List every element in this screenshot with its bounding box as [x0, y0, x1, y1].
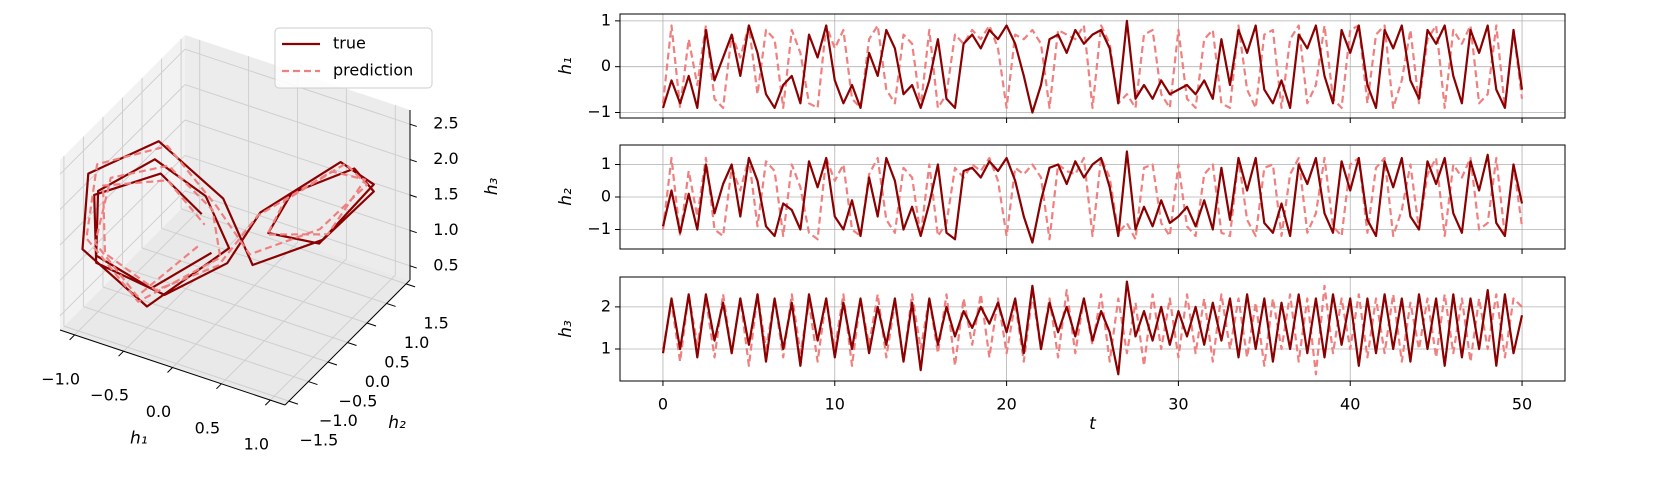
series-line [661, 280, 1524, 376]
y-axis-label: h₁ [556, 57, 576, 75]
y-tick-label: −1.5 [299, 431, 338, 450]
grid-line [59, 48, 186, 175]
axes-frame [619, 13, 1566, 119]
axes-frame [619, 276, 1566, 382]
grid-line [63, 325, 290, 402]
grid-line [180, 208, 407, 285]
z-tick-label: 1.0 [433, 220, 458, 239]
tick-mark [366, 322, 377, 327]
legend-label: prediction [333, 61, 413, 80]
z-tick-label: 0.5 [433, 255, 458, 274]
tick-mark [409, 194, 417, 198]
tick-mark [386, 302, 396, 307]
x-axis-label: t [1089, 414, 1097, 434]
grid-line [184, 84, 411, 161]
tick-mark [308, 381, 318, 386]
x-tick-label: −1.0 [41, 369, 80, 388]
z-tick-label: 2.0 [433, 149, 458, 168]
tick-mark [409, 159, 417, 163]
tick-mark [288, 400, 299, 405]
y-tick-label: 0.5 [384, 352, 409, 371]
x-tick-label: 1.0 [244, 435, 269, 454]
y-tick-label: −0.5 [339, 392, 378, 411]
x-tick-label: 0.0 [146, 402, 171, 421]
y-tick-label: 1.0 [404, 333, 429, 352]
x-tick-label: 0 [658, 395, 668, 414]
y-tick-label: 0.0 [365, 372, 390, 391]
y-tick-label: 2 [601, 296, 611, 315]
axis-line [59, 329, 286, 406]
y-axis-label: h₂ [388, 413, 406, 433]
tick-mark [405, 283, 416, 288]
y-tick-label: 0 [601, 187, 611, 206]
y-tick-label: −1.0 [319, 411, 358, 430]
grid-line [161, 227, 387, 304]
y-axis-label: h₂ [556, 188, 576, 206]
z-axis-label: h₃ [482, 178, 502, 196]
y-tick-label: 1.5 [423, 313, 448, 332]
series-line [661, 19, 1524, 114]
y-tick-label: 1 [601, 154, 611, 173]
x-tick-label: 30 [1168, 395, 1188, 414]
grid-line [59, 84, 186, 210]
series-line [661, 284, 1523, 376]
y-tick-label: −1 [587, 219, 611, 238]
tick-mark [409, 265, 417, 269]
y-tick-label: −1 [587, 102, 611, 121]
z-tick-label: 1.5 [433, 185, 458, 204]
grid-line [184, 190, 411, 267]
x-tick-label: 50 [1512, 395, 1532, 414]
series-line [661, 24, 1524, 109]
axis-line [284, 279, 411, 406]
grid-line [59, 190, 186, 317]
series-line [661, 156, 1524, 241]
trajectory [85, 144, 369, 303]
y-tick-label: 1 [601, 10, 611, 29]
x-tick-label: −0.5 [90, 386, 129, 405]
z-tick-label: 2.5 [433, 114, 458, 133]
tick-mark [216, 383, 222, 390]
y-tick-label: 1 [601, 339, 611, 358]
tick-mark [347, 342, 357, 346]
axes-frame [619, 144, 1566, 250]
grid-line [83, 306, 309, 383]
x-tick-label: 0.5 [195, 418, 220, 437]
x-tick-label: 40 [1340, 395, 1360, 414]
tick-mark [327, 361, 338, 366]
grid-line [122, 267, 348, 343]
y-tick-label: 0 [601, 56, 611, 75]
tick-mark [409, 123, 417, 127]
x-tick-label: 20 [996, 395, 1016, 414]
tick-mark [69, 334, 76, 341]
tick-mark [118, 350, 124, 357]
tick-mark [167, 367, 173, 373]
series-line [661, 150, 1524, 244]
legend-label: true [333, 34, 366, 53]
y-axis-label: h₃ [556, 320, 576, 338]
x-tick-label: 10 [825, 395, 845, 414]
tick-mark [409, 229, 417, 234]
tick-mark [264, 399, 271, 406]
x-axis-label: h₁ [130, 428, 148, 448]
grid-line [59, 119, 186, 246]
